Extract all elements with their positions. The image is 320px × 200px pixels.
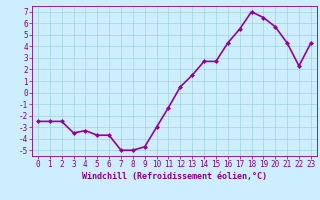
X-axis label: Windchill (Refroidissement éolien,°C): Windchill (Refroidissement éolien,°C) <box>82 172 267 181</box>
